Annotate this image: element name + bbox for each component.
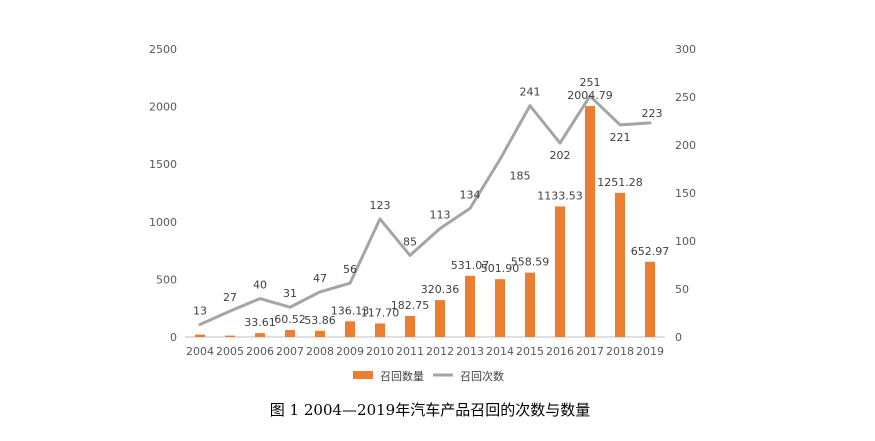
bar (315, 330, 325, 337)
line-data-label: 134 (460, 188, 481, 201)
bar (195, 334, 205, 337)
bar (255, 333, 265, 337)
line-data-label: 223 (642, 107, 663, 120)
bar-data-label: 60.52 (274, 313, 306, 326)
y-left-tick-label: 1500 (149, 158, 177, 171)
bar (285, 330, 295, 337)
y-left-tick-label: 1000 (149, 216, 177, 229)
x-tick-label: 2012 (426, 345, 454, 358)
bar-data-label: 182.75 (391, 299, 430, 312)
x-tick-label: 2017 (576, 345, 604, 358)
line-data-label: 56 (343, 263, 357, 276)
line-data-label: 13 (193, 305, 207, 318)
x-tick-label: 2018 (606, 345, 634, 358)
bar-data-label: 531.07 (451, 259, 490, 272)
bar-data-label: 1251.28 (597, 176, 643, 189)
bar (435, 300, 445, 337)
x-tick-label: 2015 (516, 345, 544, 358)
x-tick-label: 2011 (396, 345, 424, 358)
y-right-tick-label: 200 (675, 139, 696, 152)
series-line (198, 94, 652, 327)
figure-caption: 图 1 2004—2019年汽车产品召回的次数与数量 (269, 401, 591, 419)
bar (375, 323, 385, 337)
bar-data-label: 117.70 (361, 306, 400, 319)
bar-data-label: 33.61 (244, 316, 276, 329)
y-right-tick-label: 300 (675, 43, 696, 56)
y-right-tick-label: 250 (675, 91, 696, 104)
bar (225, 335, 235, 337)
line-data-label: 202 (550, 149, 571, 162)
bar-series (195, 106, 655, 338)
bar (645, 261, 655, 337)
line-data-label: 31 (283, 287, 297, 300)
x-tick-label: 2010 (366, 345, 394, 358)
legend-label: 召回次数 (460, 369, 504, 383)
x-tick-label: 2004 (186, 345, 214, 358)
bar (405, 315, 415, 337)
y-right-tick-label: 0 (675, 331, 682, 344)
bar-data-label: 320.36 (421, 283, 460, 296)
line-data-label: 221 (610, 131, 631, 144)
line-data-label: 40 (253, 279, 267, 292)
line-data-label: 27 (223, 291, 237, 304)
bar (495, 279, 505, 337)
line-data-label: 85 (403, 235, 417, 248)
bar (465, 275, 475, 337)
x-tick-label: 2016 (546, 345, 574, 358)
line-data-label: 241 (520, 86, 541, 99)
x-tick-label: 2007 (276, 345, 304, 358)
y-left-tick-label: 500 (156, 273, 177, 286)
legend-label: 召回数量 (380, 370, 424, 383)
y-right-tick-label: 50 (675, 283, 689, 296)
bar (525, 272, 535, 337)
legend-swatch-bar (353, 371, 373, 379)
bar (555, 206, 565, 337)
x-tick-label: 2014 (486, 345, 514, 358)
bar-data-label: 652.97 (631, 245, 670, 258)
bar (345, 321, 355, 337)
chart: 0 500 1000 1500 2000 2500 0 50 100 150 200 250 300 20… (149, 43, 696, 383)
line-data-label: 47 (313, 272, 327, 285)
line-data-label: 251 (580, 76, 601, 89)
x-tick-label: 2013 (456, 345, 484, 358)
bar (585, 106, 595, 338)
bar-data-label: 558.59 (511, 256, 550, 269)
y-left-tick-label: 0 (170, 331, 177, 344)
x-tick-label: 2006 (246, 345, 274, 358)
x-tick-label: 2008 (306, 345, 334, 358)
y-left-tick-label: 2500 (149, 43, 177, 56)
line-series (198, 94, 652, 327)
bar-data-label: 136.13 (331, 304, 370, 317)
bar-data-label: 501.90 (481, 262, 520, 275)
y-right-tick-label: 150 (675, 187, 696, 200)
line-data-label: 185 (510, 169, 531, 182)
bar-data-label: 1133.53 (537, 189, 583, 202)
y-left-tick-label: 2000 (149, 101, 177, 114)
line-data-label: 123 (370, 199, 391, 212)
x-tick-label: 2005 (216, 345, 244, 358)
legend: 召回数量 召回次数 (353, 369, 504, 383)
line-data-label: 113 (430, 209, 451, 222)
x-tick-label: 2019 (636, 345, 664, 358)
bar-data-label: 53.86 (304, 314, 336, 327)
bar-data-label: 2004.79 (567, 89, 613, 102)
x-tick-label: 2009 (336, 345, 364, 358)
y-right-tick-label: 100 (675, 235, 696, 248)
axes: 0 500 1000 1500 2000 2500 0 50 100 150 200 250 300 20… (149, 43, 696, 358)
bar (615, 192, 625, 337)
